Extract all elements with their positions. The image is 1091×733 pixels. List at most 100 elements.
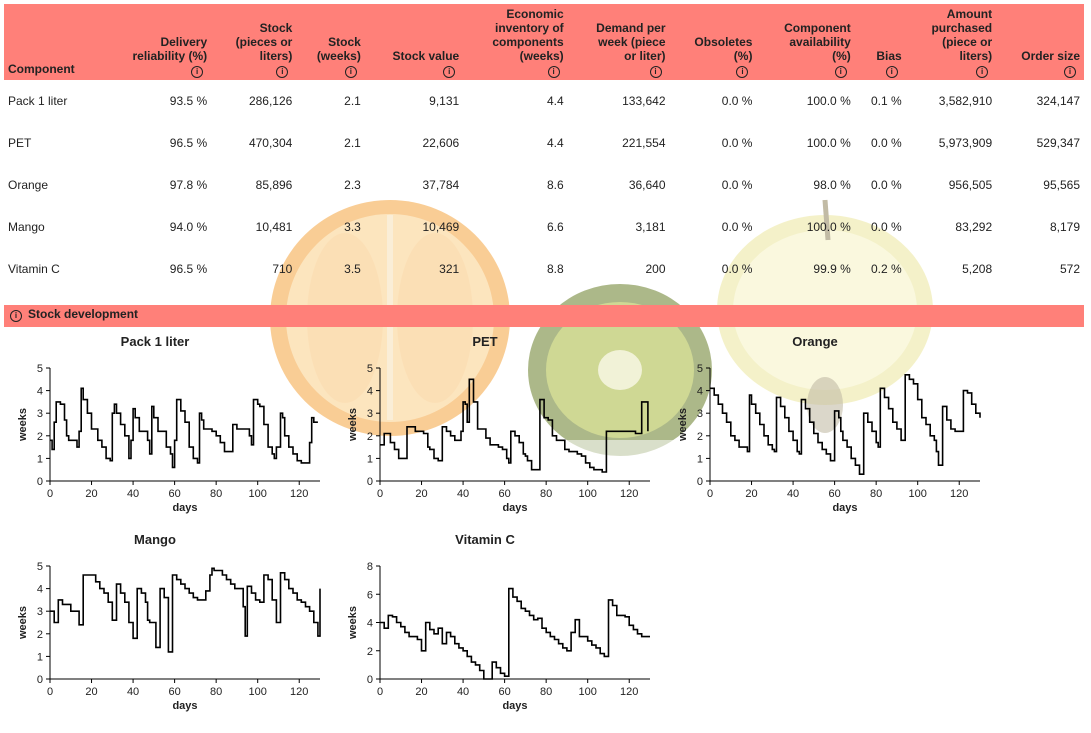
- section-title: Stock development: [28, 307, 139, 321]
- column-header-label: Stock: [328, 35, 361, 49]
- info-icon[interactable]: i: [885, 66, 898, 78]
- chart-pet: PET 0 1 2 3 4 5 0 20 40 60 80 100 120 days weeks: [347, 334, 650, 514]
- info-icon[interactable]: i: [1064, 66, 1076, 78]
- column-header: Bias i: [854, 4, 906, 80]
- table-cell: 95,565: [1043, 178, 1080, 192]
- x-tick-label: 120: [290, 488, 308, 500]
- y-tick-label: 2: [37, 629, 43, 641]
- column-header-label: Economic: [506, 7, 564, 21]
- x-tick-label: 20: [415, 488, 427, 500]
- column-header: Component availability (%) i: [756, 4, 855, 80]
- y-tick-label: 0: [367, 674, 373, 686]
- table-cell: 85,896: [255, 178, 293, 192]
- table-cell: 470,304: [248, 136, 293, 150]
- component-kpi-table: Component Delivery reliability (%) i Stock (p…: [4, 4, 1084, 290]
- info-icon[interactable]: i: [344, 66, 357, 78]
- column-header-label: inventory of: [495, 21, 564, 35]
- y-tick-label: 8: [367, 561, 373, 573]
- info-icon[interactable]: i: [276, 66, 289, 78]
- table-cell: 37,784: [422, 178, 460, 192]
- chart-title: Vitamin C: [455, 532, 515, 547]
- y-tick-label: 5: [37, 363, 43, 375]
- column-header-label: (piece or: [942, 35, 993, 49]
- table-cell: 324,147: [1036, 94, 1080, 108]
- chart-title: Orange: [792, 334, 838, 349]
- y-axis-label: weeks: [347, 606, 359, 640]
- table-row: Orange 97.8 % 85,896 2.3 37,784 8.6 36,640 0.0 …: [4, 164, 1084, 206]
- column-header-label: Component: [784, 21, 851, 35]
- table-cell: 100.0 %: [806, 136, 851, 150]
- x-axis-label: days: [502, 700, 527, 712]
- table-cell: 8,179: [1049, 220, 1080, 234]
- x-tick-label: 80: [210, 686, 222, 698]
- table-cell: 2.1: [344, 94, 361, 108]
- column-header: Demand per week (piece or liter) i: [567, 4, 670, 80]
- x-tick-label: 40: [127, 488, 139, 500]
- table-cell: 3.5: [344, 262, 361, 276]
- y-axis-label: weeks: [17, 408, 29, 442]
- table-cell: 529,347: [1036, 136, 1080, 150]
- column-header: Stock (pieces or liters) i: [211, 4, 297, 80]
- stock-series-line: [380, 378, 649, 473]
- y-tick-label: 6: [367, 589, 373, 601]
- column-header: Amount purchased (piece or liters) i: [905, 4, 997, 80]
- stock-series-line: [50, 387, 318, 469]
- info-icon[interactable]: i: [10, 310, 22, 322]
- info-icon[interactable]: i: [443, 66, 456, 78]
- table-cell: 2.1: [344, 136, 361, 150]
- table-cell: 100.0 %: [806, 94, 851, 108]
- info-icon[interactable]: i: [834, 66, 847, 78]
- table-cell: 0.0 %: [721, 262, 753, 276]
- table-cell: 5,208: [962, 262, 993, 276]
- table-cell: 94.0 %: [169, 220, 208, 234]
- stock-series-line: [710, 374, 981, 475]
- table-cell: 93.5 %: [169, 94, 208, 108]
- table-cell: 0.2 %: [871, 262, 902, 276]
- x-axis-label: days: [832, 502, 857, 514]
- info-icon[interactable]: i: [191, 66, 204, 78]
- column-header-label: Order size: [1021, 49, 1080, 63]
- chart-title: PET: [472, 334, 497, 349]
- table-cell: 0.0 %: [721, 94, 753, 108]
- column-header-label: Stock: [259, 21, 293, 35]
- table-cell: 8.8: [546, 262, 564, 276]
- column-header-label: reliability (%): [132, 49, 208, 63]
- table-cell: 0.0 %: [871, 220, 902, 234]
- table-cell: 572: [1059, 262, 1080, 276]
- x-tick-label: 40: [457, 488, 469, 500]
- stock-development-header: i Stock development: [4, 305, 1084, 327]
- y-tick-label: 2: [367, 431, 373, 443]
- x-tick-label: 60: [828, 488, 840, 500]
- info-icon[interactable]: i: [649, 66, 662, 78]
- column-header-label: week (piece: [598, 35, 666, 49]
- column-header: Stock (weeks) i: [296, 4, 365, 80]
- column-header-label: components: [492, 35, 564, 49]
- info-icon[interactable]: i: [736, 66, 749, 78]
- x-tick-label: 20: [85, 488, 97, 500]
- table-row: Pack 1 liter 93.5 % 286,126 2.1 9,131 4.4 133,…: [4, 80, 1084, 122]
- column-header-label: purchased: [931, 21, 993, 35]
- info-icon[interactable]: i: [547, 66, 560, 78]
- info-icon[interactable]: i: [976, 66, 989, 78]
- y-tick-label: 0: [37, 674, 43, 686]
- y-tick-label: 1: [697, 453, 703, 465]
- x-tick-label: 20: [85, 686, 97, 698]
- x-tick-label: 120: [620, 686, 638, 698]
- y-tick-label: 4: [367, 386, 373, 398]
- x-tick-label: 100: [579, 686, 597, 698]
- x-tick-label: 0: [47, 488, 53, 500]
- stock-series-line: [50, 567, 321, 653]
- x-tick-label: 40: [457, 686, 469, 698]
- column-header-label: Delivery: [160, 35, 208, 49]
- y-tick-label: 3: [37, 606, 43, 618]
- x-tick-label: 40: [127, 686, 139, 698]
- x-axis-label: days: [172, 700, 197, 712]
- table-cell: 0.0 %: [721, 220, 753, 234]
- x-tick-label: 100: [249, 686, 267, 698]
- y-tick-label: 0: [697, 476, 703, 488]
- table-cell: 83,292: [955, 220, 993, 234]
- table-cell: 3.3: [344, 220, 361, 234]
- table-cell: 0.0 %: [871, 178, 902, 192]
- column-header: Stock value i: [364, 4, 464, 80]
- y-tick-label: 2: [697, 431, 703, 443]
